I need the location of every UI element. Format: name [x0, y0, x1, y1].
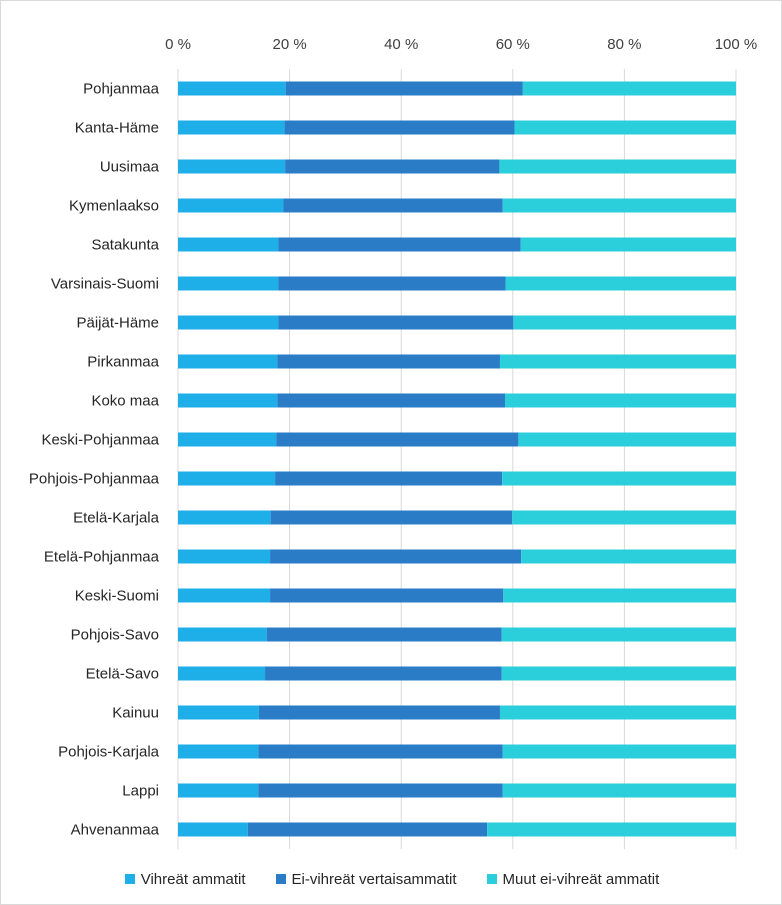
- category-label: Etelä-Karjala: [73, 510, 160, 527]
- bar-segment: [521, 549, 736, 564]
- bar-segment: [258, 705, 500, 720]
- bar-segment: [258, 744, 503, 759]
- category-label: Pohjois-Karjala: [58, 744, 160, 761]
- category-label: Etelä-Savo: [86, 666, 159, 683]
- bar-segment: [505, 276, 736, 291]
- bar-segment: [502, 783, 736, 798]
- bar-segment: [275, 471, 503, 486]
- bar-segment: [285, 81, 523, 96]
- bar-segment: [503, 588, 736, 603]
- category-label: Ahvenanmaa: [71, 822, 160, 839]
- legend-label: Vihreät ammatit: [140, 870, 246, 888]
- bar-segment: [178, 432, 277, 447]
- bar-segment: [278, 276, 506, 291]
- bar-segment: [270, 510, 513, 525]
- x-tick-label: 0 %: [165, 36, 191, 53]
- category-label: Satakunta: [91, 237, 159, 254]
- bar-segment: [502, 198, 736, 213]
- category-label: Keski-Pohjanmaa: [41, 432, 159, 449]
- stacked-bar-chart: 0 % 20 % 40 % 60 % 80 % 100 % Pohjanmaa Kanta-H…: [29, 36, 758, 849]
- bar-segment: [283, 198, 503, 213]
- bar-segment: [520, 237, 736, 252]
- x-tick-label: 100 %: [715, 36, 758, 53]
- bar-segment: [277, 393, 505, 408]
- legend-swatch: [486, 874, 497, 884]
- legend-swatch: [124, 874, 135, 884]
- legend-item: Ei-vihreät vertaisammatit: [275, 870, 457, 888]
- bar-segment: [178, 627, 267, 642]
- category-label: Varsinais-Suomi: [51, 276, 159, 293]
- legend-item: Muut ei-vihreät ammatit: [486, 870, 660, 888]
- bar-segment: [178, 393, 278, 408]
- bar-segment: [499, 159, 736, 174]
- bar-segment: [178, 159, 286, 174]
- bar-segment: [270, 588, 504, 603]
- legend-swatch: [275, 874, 286, 884]
- category-label: Etelä-Pohjanmaa: [44, 549, 160, 566]
- bar-segment: [178, 315, 279, 330]
- legend-item: Vihreät ammatit: [124, 870, 246, 888]
- bar-segment: [284, 120, 515, 135]
- legend: Vihreät ammatit Ei-vihreät vertaisammatit…: [1, 867, 782, 891]
- bar-segment: [518, 432, 736, 447]
- bar-segment: [277, 354, 500, 369]
- bar-segment: [285, 159, 500, 174]
- bar-segment: [501, 627, 736, 642]
- category-label: Pohjois-Savo: [71, 627, 159, 644]
- bar-segment: [178, 120, 285, 135]
- bar-segment: [522, 81, 736, 96]
- bar-segment: [178, 354, 278, 369]
- x-tick-label: 60 %: [496, 36, 530, 53]
- bar-segment: [278, 315, 514, 330]
- bar-segment: [265, 666, 502, 681]
- bar-segment: [502, 471, 736, 486]
- bar-segment: [178, 744, 259, 759]
- bar-segment: [258, 783, 503, 798]
- category-label: Kanta-Häme: [75, 120, 159, 137]
- bar-segment: [499, 354, 736, 369]
- bar-segment: [178, 237, 279, 252]
- bar-segment: [178, 471, 276, 486]
- bar-segment: [513, 315, 736, 330]
- bar-segment: [178, 783, 259, 798]
- bar-segment: [502, 744, 736, 759]
- category-label: Kainuu: [112, 705, 159, 722]
- bar-segment: [178, 666, 266, 681]
- bar-segment: [178, 705, 259, 720]
- category-label: Koko maa: [91, 393, 159, 410]
- category-label: Pohjois-Pohjanmaa: [29, 471, 160, 488]
- bar-segment: [276, 432, 519, 447]
- bar-segment: [270, 549, 522, 564]
- bar-segment: [178, 198, 284, 213]
- bar-segment: [178, 81, 286, 96]
- bar-segment: [487, 822, 736, 837]
- category-label: Lappi: [122, 783, 159, 800]
- bar-segment: [501, 666, 736, 681]
- bar-segment: [278, 237, 521, 252]
- bar-segment: [178, 822, 248, 837]
- category-label: Uusimaa: [100, 159, 160, 176]
- category-label: Keski-Suomi: [75, 588, 159, 605]
- bar-segment: [514, 120, 736, 135]
- x-tick-label: 40 %: [384, 36, 418, 53]
- x-tick-label: 80 %: [607, 36, 641, 53]
- bar-segment: [499, 705, 736, 720]
- bar-segment: [247, 822, 488, 837]
- bar-segment: [512, 510, 736, 525]
- category-label: Pirkanmaa: [87, 354, 159, 371]
- category-label: Kymenlaakso: [69, 198, 159, 215]
- bar-segment: [178, 510, 271, 525]
- category-label: Pohjanmaa: [83, 81, 160, 98]
- category-label: Päijät-Häme: [76, 315, 159, 332]
- bar-segment: [266, 627, 502, 642]
- bar-segment: [178, 588, 271, 603]
- legend-label: Ei-vihreät vertaisammatit: [291, 870, 457, 888]
- bar-segment: [504, 393, 736, 408]
- bar-segment: [178, 276, 279, 291]
- bar-segment: [178, 549, 271, 564]
- legend-label: Muut ei-vihreät ammatit: [502, 870, 660, 888]
- x-tick-label: 20 %: [272, 36, 306, 53]
